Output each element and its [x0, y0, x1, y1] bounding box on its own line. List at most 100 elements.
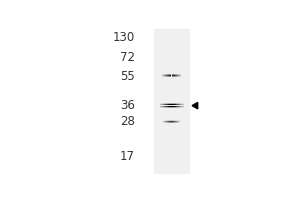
- Bar: [178, 104, 179, 105]
- Polygon shape: [192, 102, 198, 109]
- Bar: [165, 107, 166, 108]
- Bar: [181, 107, 182, 108]
- Bar: [168, 103, 169, 104]
- Bar: [174, 107, 175, 108]
- Bar: [170, 106, 171, 107]
- Bar: [180, 104, 181, 105]
- Bar: [165, 103, 166, 104]
- Bar: [167, 106, 168, 107]
- Bar: [180, 107, 181, 108]
- Bar: [181, 104, 182, 105]
- Bar: [174, 104, 175, 105]
- Bar: [170, 103, 171, 104]
- Bar: [182, 107, 183, 108]
- Bar: [172, 103, 173, 104]
- Bar: [160, 106, 161, 107]
- Bar: [172, 106, 173, 107]
- Bar: [179, 106, 180, 107]
- Text: 72: 72: [120, 51, 135, 64]
- Bar: [177, 107, 178, 108]
- Bar: [171, 103, 172, 104]
- Bar: [181, 103, 182, 104]
- Bar: [169, 106, 170, 107]
- Text: 36: 36: [120, 99, 135, 112]
- Bar: [172, 104, 173, 105]
- Bar: [173, 107, 174, 108]
- Bar: [180, 106, 181, 107]
- Bar: [160, 104, 161, 105]
- Text: 17: 17: [120, 150, 135, 163]
- Bar: [183, 103, 184, 104]
- Bar: [160, 107, 161, 108]
- Bar: [161, 104, 162, 105]
- Bar: [164, 106, 165, 107]
- Bar: [177, 104, 178, 105]
- Bar: [174, 103, 175, 104]
- Bar: [182, 104, 183, 105]
- Bar: [166, 106, 167, 107]
- Bar: [166, 103, 167, 104]
- Bar: [173, 106, 174, 107]
- Bar: [176, 107, 177, 108]
- Bar: [171, 106, 172, 107]
- Bar: [162, 107, 163, 108]
- Text: 55: 55: [120, 70, 135, 83]
- Bar: [177, 103, 178, 104]
- Bar: [170, 107, 171, 108]
- Bar: [163, 103, 164, 104]
- Bar: [164, 104, 165, 105]
- Bar: [163, 104, 164, 105]
- Bar: [180, 103, 181, 104]
- Bar: [179, 104, 180, 105]
- Bar: [178, 107, 179, 108]
- Bar: [177, 106, 178, 107]
- Bar: [168, 106, 169, 107]
- Bar: [154, 29, 189, 173]
- Bar: [162, 103, 163, 104]
- Bar: [183, 106, 184, 107]
- Bar: [166, 107, 167, 108]
- Bar: [176, 104, 177, 105]
- Bar: [178, 103, 179, 104]
- Bar: [171, 107, 172, 108]
- Bar: [176, 106, 177, 107]
- Bar: [162, 106, 163, 107]
- Bar: [183, 104, 184, 105]
- Bar: [179, 107, 180, 108]
- Bar: [164, 107, 165, 108]
- Bar: [163, 106, 164, 107]
- Bar: [171, 104, 172, 105]
- Bar: [168, 104, 169, 105]
- Bar: [162, 104, 163, 105]
- Bar: [183, 107, 184, 108]
- Bar: [174, 106, 175, 107]
- Bar: [173, 104, 174, 105]
- Bar: [160, 103, 161, 104]
- Bar: [168, 107, 169, 108]
- Bar: [182, 103, 183, 104]
- Bar: [167, 107, 168, 108]
- Bar: [161, 107, 162, 108]
- Bar: [167, 103, 168, 104]
- Bar: [173, 103, 174, 104]
- Bar: [165, 106, 166, 107]
- Bar: [163, 107, 164, 108]
- Bar: [161, 103, 162, 104]
- Bar: [170, 104, 171, 105]
- Bar: [169, 104, 170, 105]
- Bar: [178, 106, 179, 107]
- Bar: [179, 103, 180, 104]
- Bar: [181, 106, 182, 107]
- Text: 28: 28: [120, 115, 135, 128]
- Bar: [176, 103, 177, 104]
- Bar: [164, 103, 165, 104]
- Bar: [172, 107, 173, 108]
- Bar: [169, 107, 170, 108]
- Bar: [166, 104, 167, 105]
- Bar: [169, 103, 170, 104]
- Bar: [182, 106, 183, 107]
- Text: 130: 130: [113, 31, 135, 44]
- Bar: [161, 106, 162, 107]
- Bar: [167, 104, 168, 105]
- Bar: [165, 104, 166, 105]
